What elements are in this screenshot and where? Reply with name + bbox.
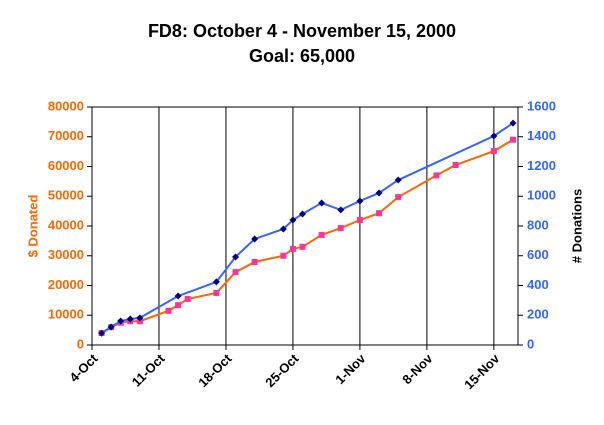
y-tick-label: 20000 (48, 277, 84, 292)
marker (212, 278, 220, 286)
marker (232, 269, 239, 276)
y-tick-label: 0 (77, 336, 84, 351)
y-tick-label: 40000 (48, 217, 84, 232)
marker (318, 231, 325, 238)
x-tick-label: 15-Nov (461, 350, 503, 392)
y2-tick-label: 1400 (527, 128, 556, 143)
x-tick-label: 25-Oct (262, 350, 302, 390)
marker (510, 136, 516, 143)
marker (356, 217, 363, 224)
y-tick-label: 50000 (48, 188, 84, 203)
x-tick-label: 18-Oct (195, 350, 235, 390)
marker (107, 323, 115, 331)
y2-tick-label: 1600 (527, 98, 556, 113)
marker (337, 206, 345, 214)
y2-tick-label: 400 (527, 277, 549, 292)
marker (289, 216, 297, 224)
marker (279, 225, 287, 233)
x-tick-label: 4-Oct (66, 350, 101, 385)
marker (165, 307, 172, 314)
marker (356, 197, 364, 205)
marker (452, 162, 459, 169)
marker (375, 189, 383, 197)
x-tick-label: 8-Nov (399, 350, 436, 387)
chart-title: FD8: October 4 - November 15, 2000 (148, 21, 456, 41)
marker (184, 295, 191, 302)
x-tick-label: 11-Oct (129, 350, 168, 389)
y-tick-label: 60000 (48, 158, 84, 173)
marker (280, 252, 287, 259)
marker (299, 243, 306, 250)
y-axis-title: $ Donated (25, 195, 40, 258)
y-tick-label: 10000 (48, 307, 84, 322)
y2-tick-label: 0 (527, 336, 534, 351)
marker (509, 119, 517, 127)
marker (289, 245, 296, 252)
y2-tick-label: 600 (527, 247, 549, 262)
y2-tick-label: 200 (527, 307, 549, 322)
marker (174, 292, 182, 300)
marker (433, 172, 440, 179)
y2-tick-label: 1000 (527, 188, 556, 203)
marker (251, 235, 259, 243)
marker (136, 314, 144, 322)
marker (213, 289, 220, 296)
marker (490, 148, 497, 155)
marker (376, 210, 383, 217)
chart-subtitle: Goal: 65,000 (249, 46, 355, 66)
y-tick-label: 80000 (48, 98, 84, 113)
marker (232, 253, 240, 261)
marker (490, 132, 498, 140)
marker (299, 210, 306, 218)
marker (337, 225, 344, 232)
y-tick-label: 30000 (48, 247, 84, 262)
y-tick-label: 70000 (48, 128, 84, 143)
marker (318, 199, 326, 207)
marker (394, 176, 402, 184)
marker (395, 194, 402, 201)
y2-axis-title: # Donations (569, 189, 584, 263)
y2-tick-label: 800 (527, 217, 549, 232)
line (101, 122, 514, 334)
x-tick-label: 1-Nov (332, 350, 369, 387)
marker (126, 315, 134, 323)
marker (175, 302, 182, 309)
marker (251, 258, 258, 265)
marker (98, 329, 106, 337)
y2-tick-label: 1200 (527, 158, 556, 173)
marker (117, 317, 125, 325)
